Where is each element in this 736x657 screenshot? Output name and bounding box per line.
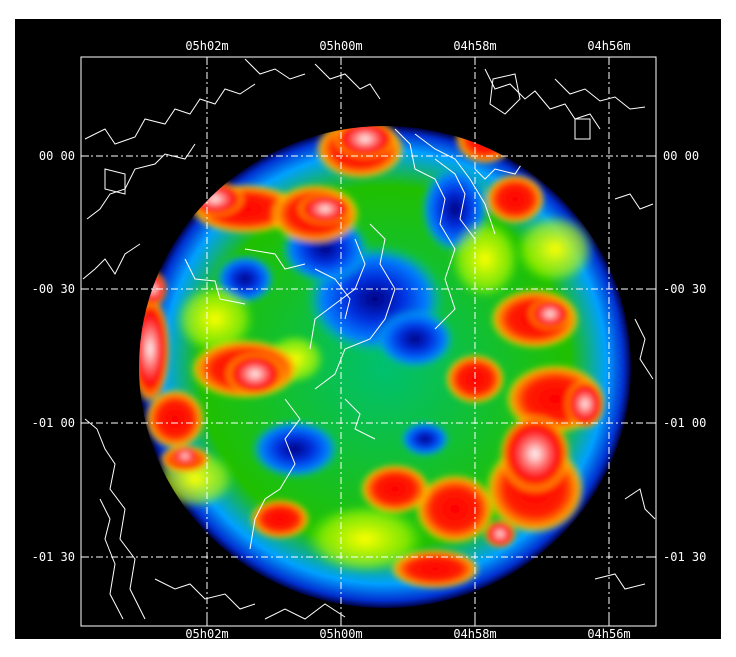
ra-label-top-3: 04h56m [587, 39, 630, 53]
ra-label-bottom-2: 04h58m [453, 627, 496, 639]
dec-label-right-1: -00 30 [663, 282, 706, 296]
contour-lines [82, 58, 656, 620]
dec-label-right-0: 00 00 [663, 149, 699, 163]
ra-label-top-2: 04h58m [453, 39, 496, 53]
dec-label-right-2: -01 00 [663, 416, 706, 430]
sky-map-figure: 05h02m 05h00m 04h58m 04h56m 05h02m 05h00… [15, 19, 721, 639]
emission-disk [139, 126, 631, 608]
dec-label-left-1: -00 30 [32, 282, 75, 296]
sky-map-svg: 05h02m 05h00m 04h58m 04h56m 05h02m 05h00… [32, 39, 707, 639]
coordinate-grid [81, 57, 656, 626]
dec-label-left-2: -01 00 [32, 416, 75, 430]
ra-label-bottom-3: 04h56m [587, 627, 630, 639]
ra-label-top-1: 05h00m [319, 39, 362, 53]
ra-label-top-0: 05h02m [185, 39, 228, 53]
map-frame [80, 56, 657, 627]
ra-label-bottom-1: 05h00m [319, 627, 362, 639]
dec-label-left-3: -01 30 [32, 550, 75, 564]
ra-label-bottom-0: 05h02m [185, 627, 228, 639]
tick-marks [81, 57, 656, 626]
dec-label-left-0: 00 00 [39, 149, 75, 163]
dec-label-right-3: -01 30 [663, 550, 706, 564]
